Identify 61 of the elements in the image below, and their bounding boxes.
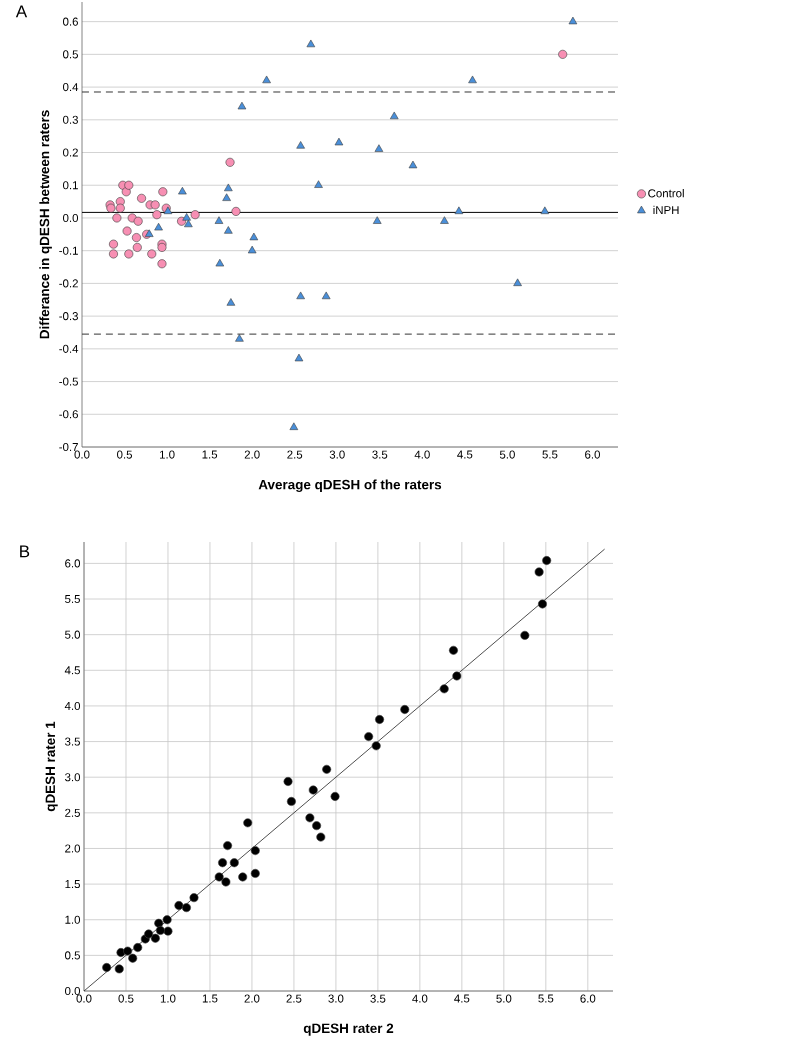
x-tick-label: 2.5 xyxy=(287,450,303,459)
x-tick-label: 3.0 xyxy=(328,994,344,1003)
x-tick-label: 0.5 xyxy=(117,450,133,459)
x-axis-title: Average qDESH of the raters xyxy=(258,479,442,493)
x-tick-label: 1.0 xyxy=(159,450,175,459)
x-tick-label: 3.5 xyxy=(372,450,388,459)
x-tick-label: 5.5 xyxy=(542,450,558,459)
x-axis-title: qDESH rater 2 xyxy=(303,1023,394,1036)
x-tick-label: 1.5 xyxy=(202,994,218,1003)
x-tick-label: 6.0 xyxy=(585,450,600,459)
y-tick-label: 0.5 xyxy=(65,951,80,960)
y-tick-label: 0.6 xyxy=(63,17,78,26)
y-tick-label: -0.6 xyxy=(59,410,78,419)
x-tick-label: 5.0 xyxy=(499,450,515,459)
x-tick-label: 4.5 xyxy=(454,994,470,1003)
y-tick-label: 0.5 xyxy=(63,50,78,59)
x-tick-label: 0.0 xyxy=(74,450,90,459)
y-tick-label: 0.1 xyxy=(63,181,78,190)
y-tick-label: 5.0 xyxy=(65,630,81,639)
y-tick-label: -0.4 xyxy=(59,344,79,353)
x-tick-label: 1.0 xyxy=(160,994,176,1003)
x-tick-label: 5.0 xyxy=(496,994,512,1003)
y-tick-label: 0.4 xyxy=(63,83,79,92)
y-tick-label: 3.0 xyxy=(64,773,81,782)
x-tick-label: 3.5 xyxy=(370,994,386,1003)
y-tick-label: 0.0 xyxy=(65,986,81,996)
legend-label: iNPH xyxy=(653,205,679,215)
y-tick-label: 0.0 xyxy=(63,213,79,223)
y-tick-label: -0.3 xyxy=(59,312,78,321)
y-tick-label: -0.2 xyxy=(59,279,78,288)
y-tick-label: 3.5 xyxy=(64,737,80,746)
y-tick-label: 1.0 xyxy=(65,915,81,924)
x-tick-label: 5.5 xyxy=(538,994,554,1003)
y-tick-label: 4.5 xyxy=(64,666,80,675)
x-tick-label: 4.0 xyxy=(412,994,428,1003)
x-tick-label: 4.0 xyxy=(414,450,430,459)
y-tick-label: -0.1 xyxy=(59,246,78,255)
y-tick-label: 1.5 xyxy=(65,880,80,889)
x-tick-label: 0.5 xyxy=(118,994,134,1003)
y-axis-title: qDESH rater 1 xyxy=(45,721,58,812)
y-tick-label: 6.0 xyxy=(65,559,81,568)
y-tick-label: 0.3 xyxy=(63,115,78,124)
y-tick-label: -0.7 xyxy=(59,442,78,452)
x-tick-label: 2.0 xyxy=(244,450,260,459)
y-tick-label: 0.2 xyxy=(63,148,78,157)
legend-label: Control xyxy=(648,188,684,198)
x-tick-label: 2.5 xyxy=(286,994,302,1003)
x-tick-label: 4.5 xyxy=(457,450,473,459)
y-tick-label: 4.0 xyxy=(64,701,81,710)
y-tick-label: 5.5 xyxy=(65,595,80,604)
y-tick-label: 2.0 xyxy=(65,844,81,853)
text: A xyxy=(15,5,28,18)
y-tick-label: -0.5 xyxy=(59,377,78,386)
x-tick-label: 0.0 xyxy=(76,994,92,1003)
y-axis-title: Differance in qDESH between raters xyxy=(39,110,52,339)
y-tick-label: 2.5 xyxy=(65,808,80,817)
x-tick-label: 3.0 xyxy=(329,450,345,459)
text: B xyxy=(20,545,30,558)
x-tick-label: 6.0 xyxy=(580,994,596,1003)
x-tick-label: 2.0 xyxy=(244,994,260,1003)
x-tick-label: 1.5 xyxy=(202,450,218,459)
